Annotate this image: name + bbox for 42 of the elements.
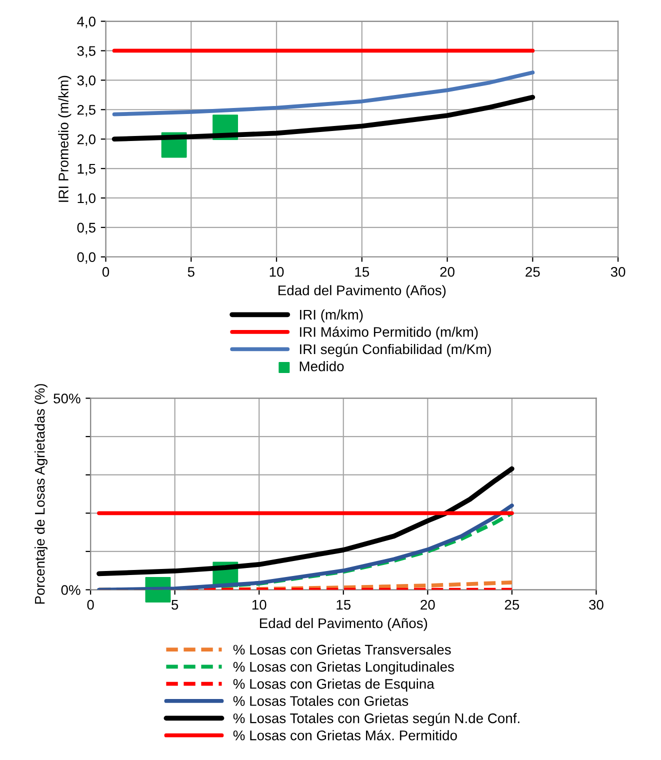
- x-tick-label: 0: [87, 600, 94, 610]
- x-tick-label: 0: [102, 266, 110, 277]
- x-axis-title: Edad del Pavimento (Años): [278, 285, 446, 298]
- line-series: [112, 70, 535, 116]
- y-tick-label: 2,0: [77, 134, 96, 146]
- x-tick-label: 15: [336, 600, 351, 610]
- legend-label: IRI (m/km): [300, 309, 363, 322]
- legend-label: IRI Máximo Permitido (m/km): [300, 326, 478, 340]
- y-tick-label: 50%: [54, 394, 80, 404]
- x-tick-label: 15: [355, 267, 370, 277]
- x-tick-label: 5: [172, 600, 178, 610]
- x-tick-label: 10: [270, 266, 284, 277]
- x-tick-label: 5: [188, 267, 194, 277]
- x-tick-label: 20: [440, 266, 454, 277]
- legend-label: % Losas con Grietas de Esquina: [233, 678, 434, 692]
- legend-label: IRI según Confiabilidad (m/Km): [300, 344, 491, 357]
- y-tick-label: 0,5: [77, 222, 96, 234]
- y-tick-label: 1,5: [78, 164, 96, 176]
- x-tick-label: 20: [420, 600, 435, 610]
- line-series: [96, 466, 514, 576]
- legend-label: % Losas Totales con Grietas según N.de Conf.: [233, 712, 520, 726]
- legend-label: % Losas Totales con Grietas: [233, 696, 408, 706]
- y-tick-label: 0%: [61, 585, 80, 595]
- legend-label: % Losas con Grietas Máx. Permitido: [233, 730, 457, 740]
- x-tick-label: 10: [252, 600, 266, 610]
- legend-label: % Losas con Grietas Transversales: [233, 644, 451, 655]
- line-series: [112, 94, 536, 142]
- y-tick-label: 1,0: [78, 193, 96, 205]
- legend-label: Medido: [300, 361, 344, 372]
- x-tick-label: 25: [504, 600, 520, 610]
- y-tick-label: 0,0: [77, 252, 96, 264]
- y-tick-label: 2,5: [77, 104, 96, 116]
- x-tick-label: 30: [589, 600, 604, 610]
- y-axis-title: Porcentaje de Losas Agrietadas (%): [34, 384, 48, 604]
- y-tick-label: 3,5: [77, 46, 96, 58]
- x-tick-label: 30: [610, 266, 626, 277]
- y-tick-label: 3,0: [77, 76, 96, 87]
- x-axis-title: Edad del Pavimento (Años): [260, 618, 428, 631]
- y-axis-title: IRI Promedio (m/km): [58, 76, 72, 202]
- legend-label: % Losas con Grietas Longitudinales: [233, 662, 454, 674]
- y-tick-label: 4,0: [77, 16, 96, 28]
- x-tick-label: 25: [526, 266, 540, 277]
